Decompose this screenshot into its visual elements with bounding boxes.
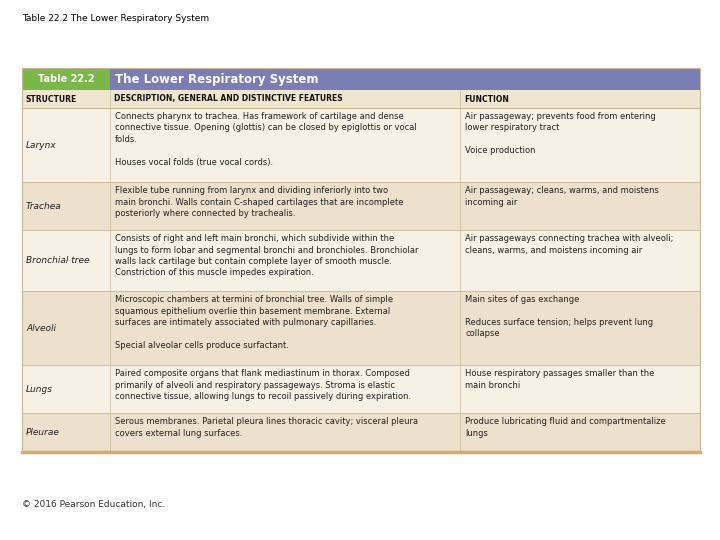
Bar	[22, 108, 700, 182]
Text: Flexible tube running from larynx and dividing inferiorly into two
main bronchi.: Flexible tube running from larynx and di…	[115, 186, 403, 218]
Bar	[22, 291, 700, 365]
Text: Table 22.2: Table 22.2	[37, 74, 94, 84]
Text: Air passageway; prevents food from entering
lower respiratory tract

Voice produ: Air passageway; prevents food from enter…	[465, 112, 656, 156]
Text: Air passageway; cleans, warms, and moistens
incoming air: Air passageway; cleans, warms, and moist…	[465, 186, 659, 207]
Bar	[22, 182, 700, 230]
Bar	[22, 68, 110, 90]
Text: Serous membranes. Parietal pleura lines thoracic cavity; visceral pleura
covers : Serous membranes. Parietal pleura lines …	[115, 417, 418, 437]
Bar	[22, 68, 700, 90]
Bar	[22, 90, 700, 108]
Text: Lungs: Lungs	[26, 384, 53, 394]
Text: Larynx: Larynx	[26, 140, 57, 150]
Text: Table 22.2 The Lower Respiratory System: Table 22.2 The Lower Respiratory System	[22, 14, 209, 23]
Bar	[22, 365, 700, 413]
Text: The Lower Respiratory System: The Lower Respiratory System	[115, 72, 318, 85]
Text: Connects pharynx to trachea. Has framework of cartilage and dense
connective tis: Connects pharynx to trachea. Has framewo…	[115, 112, 417, 167]
Text: House respiratory passages smaller than the
main bronchi: House respiratory passages smaller than …	[465, 369, 654, 390]
Bar	[22, 413, 700, 452]
Text: Alveoli: Alveoli	[26, 323, 56, 333]
Text: Consists of right and left main bronchi, which subdivide within the
lungs to for: Consists of right and left main bronchi,…	[115, 234, 418, 278]
Text: Bronchial tree: Bronchial tree	[26, 256, 89, 265]
Text: Main sites of gas exchange

Reduces surface tension; helps prevent lung
collapse: Main sites of gas exchange Reduces surfa…	[465, 295, 653, 339]
Text: Trachea: Trachea	[26, 201, 62, 211]
Text: © 2016 Pearson Education, Inc.: © 2016 Pearson Education, Inc.	[22, 500, 166, 509]
Text: STRUCTURE: STRUCTURE	[26, 94, 77, 104]
Text: FUNCTION: FUNCTION	[464, 94, 509, 104]
Text: Produce lubricating fluid and compartmentalize
lungs: Produce lubricating fluid and compartmen…	[465, 417, 666, 437]
Bar	[22, 230, 700, 291]
Text: Pleurae: Pleurae	[26, 428, 60, 437]
Text: Paired composite organs that flank mediastinum in thorax. Composed
primarily of : Paired composite organs that flank media…	[115, 369, 411, 401]
Text: Microscopic chambers at termini of bronchial tree. Walls of simple
squamous epit: Microscopic chambers at termini of bronc…	[115, 295, 393, 350]
Text: Air passageways connecting trachea with alveoli;
cleans, warms, and moistens inc: Air passageways connecting trachea with …	[465, 234, 673, 254]
Text: DESCRIPTION, GENERAL AND DISTINCTIVE FEATURES: DESCRIPTION, GENERAL AND DISTINCTIVE FEA…	[114, 94, 343, 104]
